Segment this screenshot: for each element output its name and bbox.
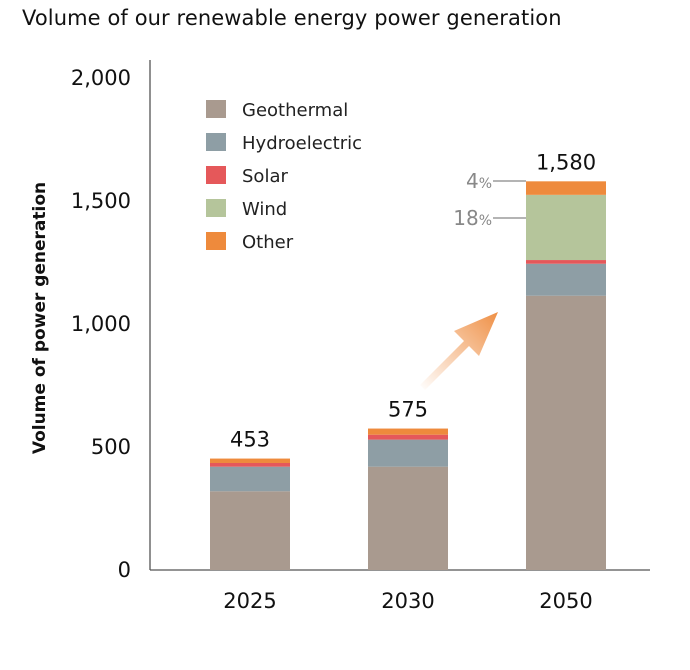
bar-segment-geothermal-2030 [368,466,448,570]
x-tick-label: 2030 [381,589,434,613]
chart-title: Volume of our renewable energy power gen… [22,6,562,30]
legend-swatch-hydroelectric [206,133,226,151]
y-tick-label: 2,000 [71,66,131,90]
legend-swatch-other [206,232,226,250]
bar-segment-solar-2050 [526,260,606,264]
bar-segment-hydroelectric-2050 [526,263,606,296]
bar-segment-hydroelectric-2030 [368,439,448,467]
total-label: 453 [230,428,270,452]
bar-segment-other-2050 [526,181,606,195]
legend-label: Other [242,232,294,253]
bar-segment-other-2030 [368,428,448,435]
bar-segment-wind-2050 [526,194,606,261]
x-tick-label: 2050 [539,589,592,613]
y-tick-label: 1,000 [71,312,131,336]
y-tick-label: 1,500 [71,189,131,213]
y-tick-label: 500 [91,435,131,459]
y-tick-label: 0 [118,558,131,582]
bar-segment-geothermal-2025 [210,491,290,570]
annotation-unit: % [479,176,492,192]
legend-swatch-solar [206,166,226,184]
legend-label: Solar [242,166,288,187]
bar-segment-other-2025 [210,458,290,463]
legend-swatch-wind [206,199,226,217]
bar-segment-solar-2025 [210,462,290,467]
legend-swatch-geothermal [206,100,226,118]
x-tick-label: 2025 [223,589,276,613]
annotation-label: 18% [453,206,492,230]
annotation-value: 4 [466,169,479,193]
legend-label: Hydroelectric [242,133,362,154]
legend-label: Geothermal [242,100,348,121]
annotation-value: 18 [453,206,478,230]
annotation-label: 4% [466,169,492,193]
y-axis-label: Volume of power generation [30,182,50,454]
annotation-unit: % [479,213,492,229]
bar-segment-solar-2030 [368,434,448,440]
growth-arrow-icon [420,312,498,390]
total-label: 1,580 [536,150,596,174]
legend-label: Wind [242,199,287,220]
bar-segment-hydroelectric-2025 [210,466,290,492]
bar-segment-geothermal-2050 [526,295,606,570]
total-label: 575 [388,398,428,422]
